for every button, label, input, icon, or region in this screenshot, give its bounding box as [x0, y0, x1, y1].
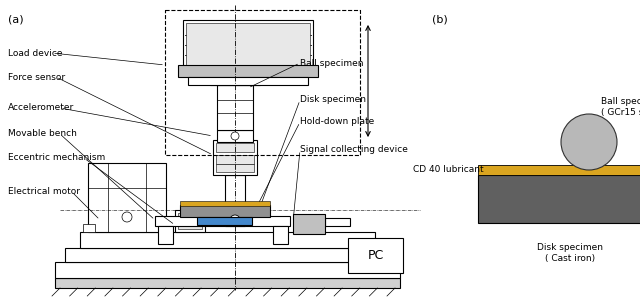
Bar [210, 58, 260, 85]
Bar [478, 175, 640, 223]
Bar [83, 224, 95, 232]
Text: Disk specimen: Disk specimen [300, 95, 366, 104]
Circle shape [122, 212, 132, 222]
Bar [225, 216, 245, 226]
Bar [188, 77, 308, 85]
Bar [217, 85, 253, 130]
Bar [55, 262, 400, 278]
Bar [216, 143, 254, 152]
Bar [213, 61, 257, 82]
Bar [183, 20, 313, 75]
Text: Disk specimen
( Cast iron): Disk specimen ( Cast iron) [537, 243, 603, 263]
Text: Accelerometer: Accelerometer [8, 104, 74, 113]
Text: Electrical motor: Electrical motor [8, 188, 80, 197]
Text: Ball specimen: Ball specimen [300, 58, 364, 67]
Bar [217, 130, 253, 142]
Text: CD 40 lubricant: CD 40 lubricant [413, 166, 484, 175]
Bar [478, 165, 640, 175]
Text: (a): (a) [8, 14, 24, 24]
Bar [175, 210, 205, 232]
Circle shape [230, 215, 240, 225]
Text: Ball specimen
( GCr15 steel): Ball specimen ( GCr15 steel) [601, 97, 640, 117]
Text: Eccentric mechanism: Eccentric mechanism [8, 154, 105, 163]
Bar [225, 175, 245, 215]
Text: (b): (b) [432, 14, 448, 24]
Text: PC: PC [367, 249, 383, 262]
Bar [348, 238, 403, 273]
Bar [273, 226, 288, 244]
Bar [165, 10, 360, 155]
Bar [65, 248, 390, 262]
Text: Hold-down plate: Hold-down plate [300, 117, 374, 126]
Bar [213, 140, 257, 175]
Circle shape [231, 132, 239, 140]
Bar [155, 216, 290, 226]
Bar [88, 163, 166, 232]
Bar [216, 164, 254, 172]
Text: Signal collecting device: Signal collecting device [300, 145, 408, 154]
Bar [55, 278, 400, 288]
Bar [159, 224, 171, 232]
Bar [197, 217, 252, 225]
Bar [180, 201, 270, 206]
Bar [178, 65, 318, 77]
Bar [217, 208, 253, 216]
Bar [178, 213, 202, 229]
Text: Force sensor: Force sensor [8, 73, 65, 82]
Bar [158, 226, 173, 244]
Bar [325, 218, 350, 226]
Circle shape [561, 114, 617, 170]
Bar [216, 155, 254, 164]
Bar [80, 232, 375, 248]
Text: Movable bench: Movable bench [8, 129, 77, 138]
Text: Load device: Load device [8, 48, 63, 57]
Bar [293, 214, 325, 234]
Bar [186, 23, 310, 72]
Bar [180, 205, 270, 217]
